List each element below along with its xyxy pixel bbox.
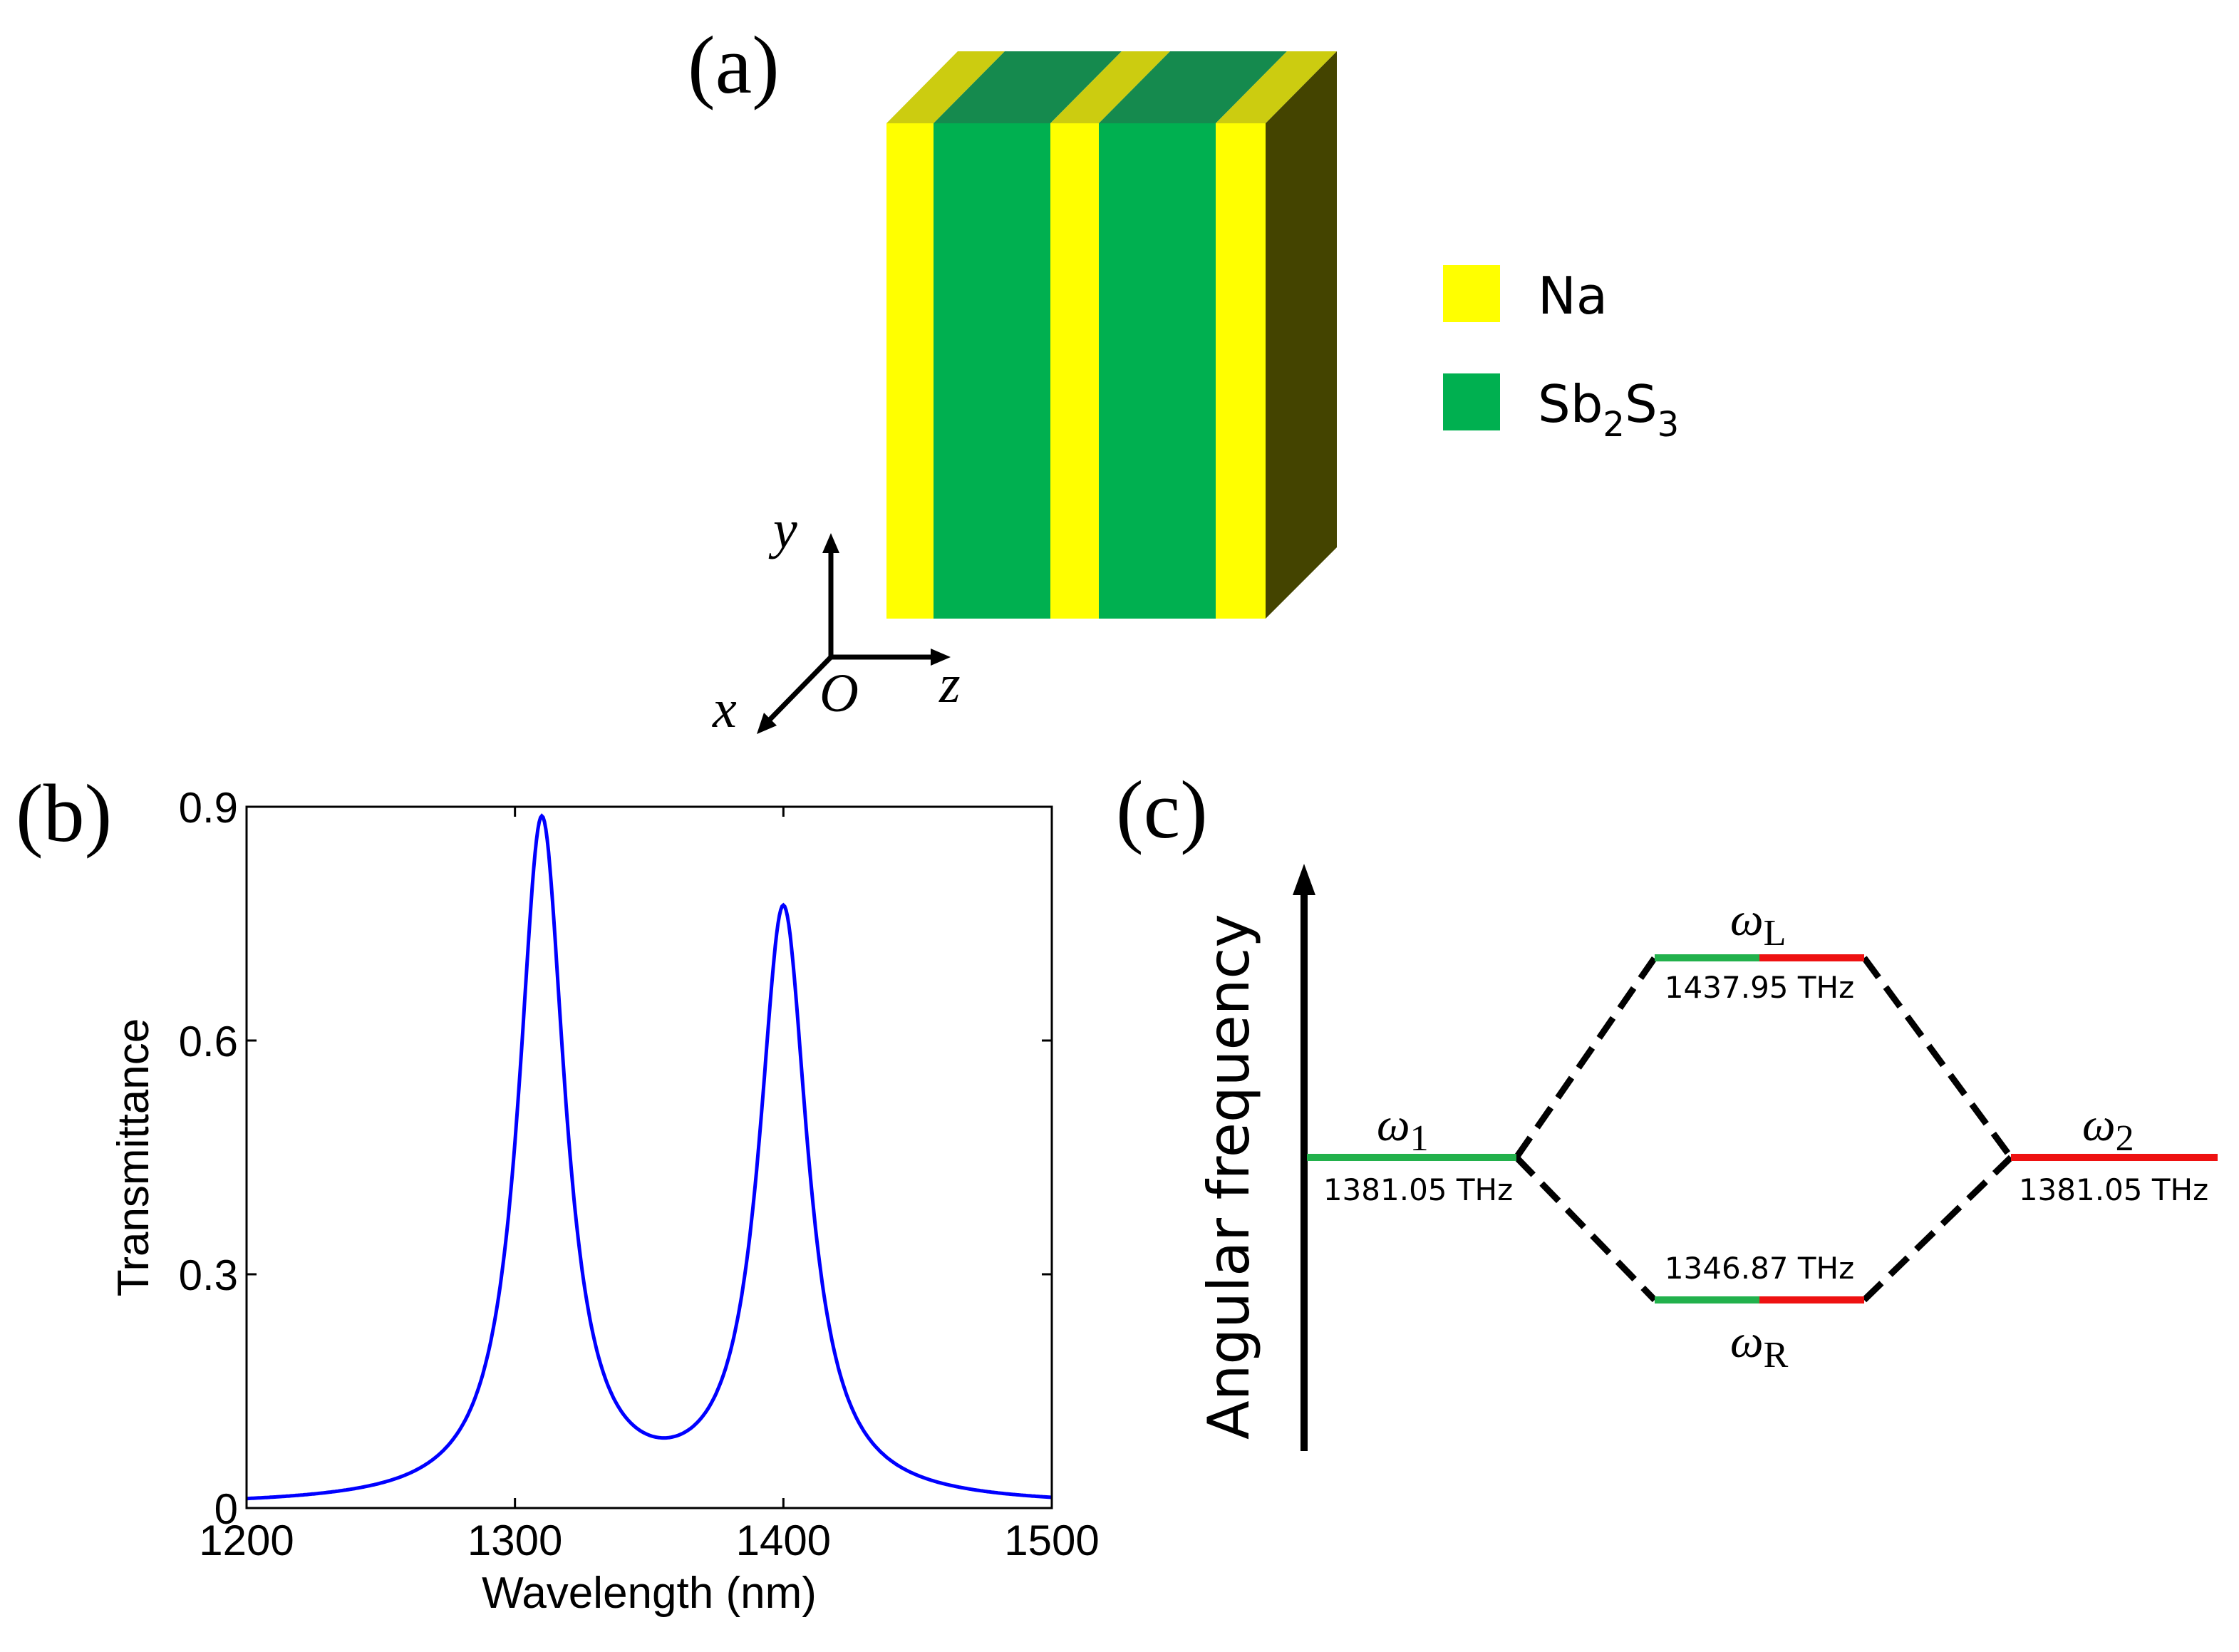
coordinate-axes xyxy=(757,533,951,734)
stack-front-face xyxy=(886,123,1266,619)
layer-sb2s3-1 xyxy=(934,123,1050,619)
layer-na-2 xyxy=(1050,123,1099,619)
y-arrowhead xyxy=(822,533,839,553)
y-tick-label: 0.6 xyxy=(179,1018,238,1065)
top-strip-na-2 xyxy=(1050,51,1170,123)
panel-c: (c) Angular frequency ω1 ω2 ωL ωR 1381.0… xyxy=(1116,765,2218,1451)
w1-value-label: 1381.05 THz xyxy=(1323,1172,1513,1207)
z-arrowhead xyxy=(931,649,951,666)
stack-top-face xyxy=(886,51,1337,123)
omega-1-label: ω1 xyxy=(1377,1099,1429,1159)
axis-label-x: x xyxy=(712,679,737,739)
top-strip-na-3 xyxy=(1216,51,1337,123)
connector-w1-wr xyxy=(1514,1155,1658,1303)
stack-side-face xyxy=(1266,51,1337,619)
x-arrowhead xyxy=(757,713,777,734)
wr-value-label: 1346.87 THz xyxy=(1665,1251,1854,1286)
legend-swatch-na xyxy=(1443,265,1500,322)
panel-b: (b) 1200 1300 1400 1500 0 0.3 0.6 0.9 Wavelength… xyxy=(16,768,1100,1618)
connector-wl-w2 xyxy=(1861,956,2014,1160)
y-tick-label: 0 xyxy=(214,1485,238,1533)
top-strip-sb-2 xyxy=(1099,51,1287,123)
panel-a-label: (a) xyxy=(688,20,780,111)
axis-label-z: z xyxy=(938,654,961,714)
plot-frame xyxy=(245,805,1053,1509)
transmittance-chart: 1200 1300 1400 1500 0 0.3 0.6 0.9 Wavelength (nm… xyxy=(109,784,1100,1618)
top-strip-sb-1 xyxy=(934,51,1122,123)
panel-c-label: (c) xyxy=(1116,765,1208,856)
omega-r-label: ωR xyxy=(1730,1316,1789,1375)
x-tick-label: 1300 xyxy=(467,1517,562,1564)
x-axis-label: Wavelength (nm) xyxy=(482,1569,817,1618)
legend-swatch-sb2s3 xyxy=(1443,373,1500,430)
transmittance-curve xyxy=(246,813,1053,1501)
top-strip-na-1 xyxy=(886,51,1005,123)
panel-a: (a) Na Sb2S3 xyxy=(688,20,1679,739)
connector-w1-wl xyxy=(1514,956,1658,1160)
x-tick-label: 1500 xyxy=(1004,1517,1099,1564)
layer-na-3 xyxy=(1216,123,1266,619)
x-tick-label: 1200 xyxy=(199,1517,294,1564)
frequency-axis-label: Angular frequency xyxy=(1196,914,1262,1440)
omega-l-label: ωL xyxy=(1730,894,1786,954)
axis-label-y: y xyxy=(768,500,797,559)
connector-wr-w2 xyxy=(1861,1155,2014,1303)
panel-b-label: (b) xyxy=(16,768,112,859)
x-axis-arrow xyxy=(766,655,833,723)
layer-sb2s3-2 xyxy=(1099,123,1216,619)
w2-value-label: 1381.05 THz xyxy=(2019,1172,2208,1207)
frequency-arrowhead xyxy=(1293,864,1315,895)
legend: Na Sb2S3 xyxy=(1443,265,1679,445)
layer-na-1 xyxy=(886,123,934,619)
y-tick-label: 0.3 xyxy=(179,1251,238,1299)
y-axis-label: Transmittance xyxy=(109,1018,158,1297)
y-tick-label: 0.9 xyxy=(179,784,238,832)
x-tick-label: 1400 xyxy=(736,1517,831,1564)
legend-label-sb2s3: Sb2S3 xyxy=(1538,374,1679,445)
legend-label-na: Na xyxy=(1538,266,1608,326)
wl-value-label: 1437.95 THz xyxy=(1665,970,1854,1005)
omega-2-label: ω2 xyxy=(2082,1099,2134,1159)
axis-label-origin: O xyxy=(819,664,859,723)
coupling-connectors xyxy=(1514,956,2014,1303)
